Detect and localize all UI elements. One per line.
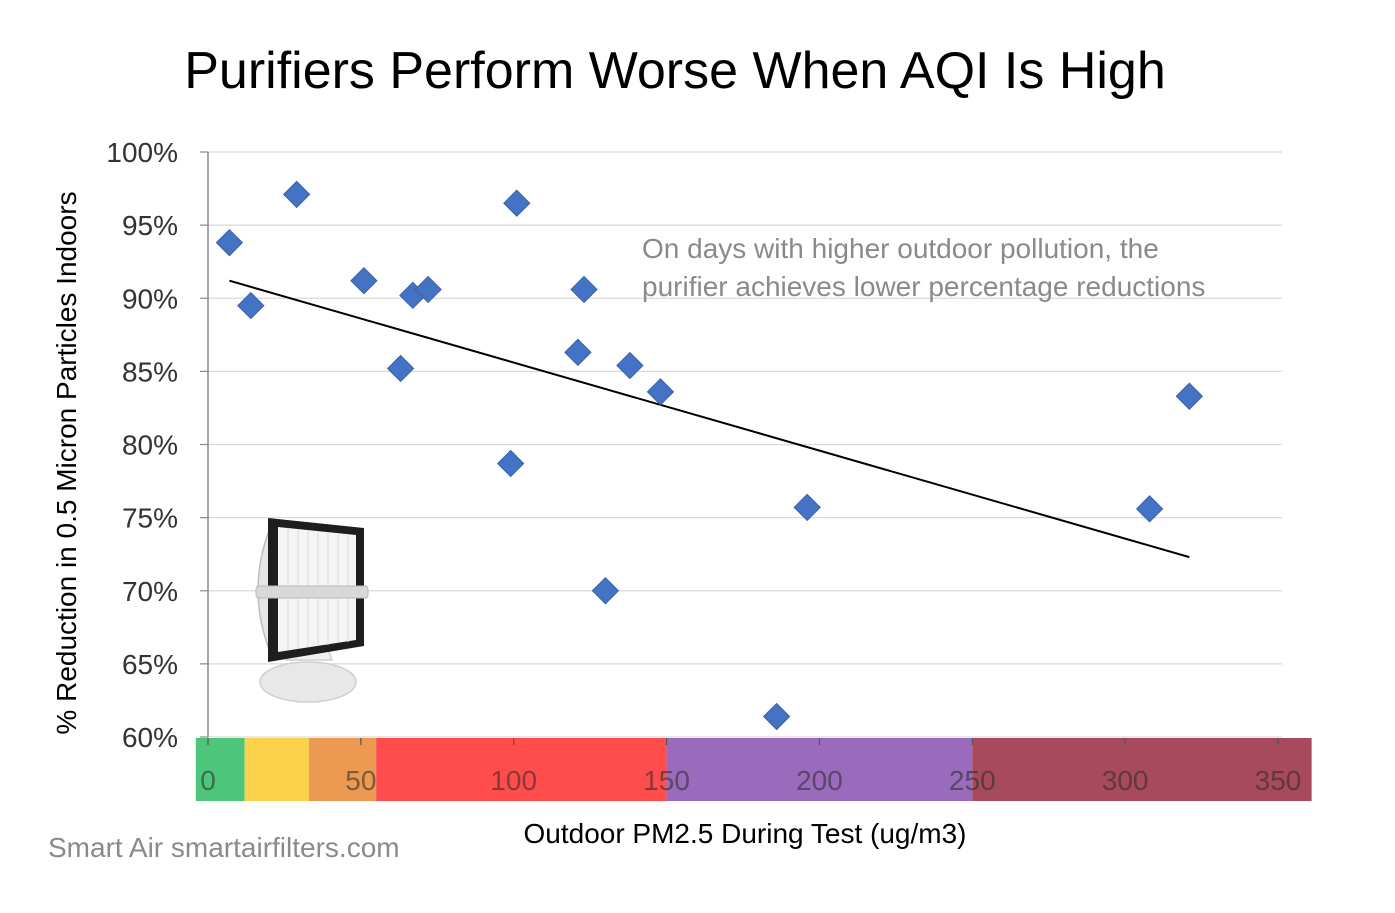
x-tick-label: 50 xyxy=(345,765,376,796)
y-axis-title: % Reduction in 0.5 Micron Particles Indo… xyxy=(51,191,82,734)
data-point xyxy=(237,291,265,320)
air-purifier-icon xyxy=(255,518,369,703)
data-point xyxy=(762,702,791,731)
y-tick-label: 60% xyxy=(122,722,178,753)
data-point xyxy=(646,378,675,406)
aqi-band xyxy=(666,738,973,801)
y-tick-label: 70% xyxy=(122,576,178,607)
data-point xyxy=(570,275,598,304)
data-point xyxy=(616,351,644,380)
data-point xyxy=(1135,495,1164,523)
annotation-line-2: purifier achieves lower percentage reduc… xyxy=(642,271,1205,302)
aqi-band xyxy=(376,738,667,801)
gridlines xyxy=(200,151,1282,738)
data-point xyxy=(1175,382,1204,410)
data-point xyxy=(282,180,311,209)
y-tick-label: 85% xyxy=(122,356,178,387)
trendline xyxy=(229,279,1190,559)
data-point xyxy=(496,449,525,478)
data-point xyxy=(564,338,592,367)
aqi-band xyxy=(195,738,245,801)
x-tick-label: 200 xyxy=(796,765,843,796)
y-tick-label: 90% xyxy=(122,283,178,314)
data-point xyxy=(591,577,620,605)
x-tick-label: 100 xyxy=(490,765,537,796)
x-axis-title: Outdoor PM2.5 During Test (ug/m3) xyxy=(523,818,966,849)
source-credit: Smart Air smartairfilters.com xyxy=(48,832,400,863)
chart-title: Purifiers Perform Worse When AQI Is High xyxy=(184,42,1166,100)
x-tick-label: 150 xyxy=(643,765,690,796)
x-tick-label: 250 xyxy=(949,765,996,796)
aqi-band xyxy=(244,738,309,801)
data-point xyxy=(414,275,442,304)
y-tick-label: 95% xyxy=(122,210,178,241)
x-tick-label: 350 xyxy=(1255,765,1302,796)
data-points xyxy=(215,180,1204,731)
y-tick-label: 80% xyxy=(122,430,178,461)
y-tick-label: 100% xyxy=(106,137,178,168)
y-axis-ticks: 60% 65% 70% 75% 80% 85% 90% 95% 100% xyxy=(106,137,178,753)
data-point xyxy=(350,266,378,295)
annotation-line-1: On days with higher outdoor pollution, t… xyxy=(642,233,1159,264)
x-tick-label: 0 xyxy=(200,765,216,796)
y-tick-label: 65% xyxy=(122,649,178,680)
data-point xyxy=(793,493,821,522)
data-point xyxy=(503,189,531,217)
x-axis-ticks: 0 50 100 150 200 250 300 350 xyxy=(200,738,1301,796)
data-point xyxy=(215,228,244,257)
aqi-band xyxy=(972,738,1312,801)
x-tick-label: 300 xyxy=(1102,765,1149,796)
aqi-band xyxy=(308,738,377,801)
aqi-color-bar xyxy=(195,738,1312,801)
data-point xyxy=(386,354,415,383)
y-tick-label: 75% xyxy=(122,503,178,534)
